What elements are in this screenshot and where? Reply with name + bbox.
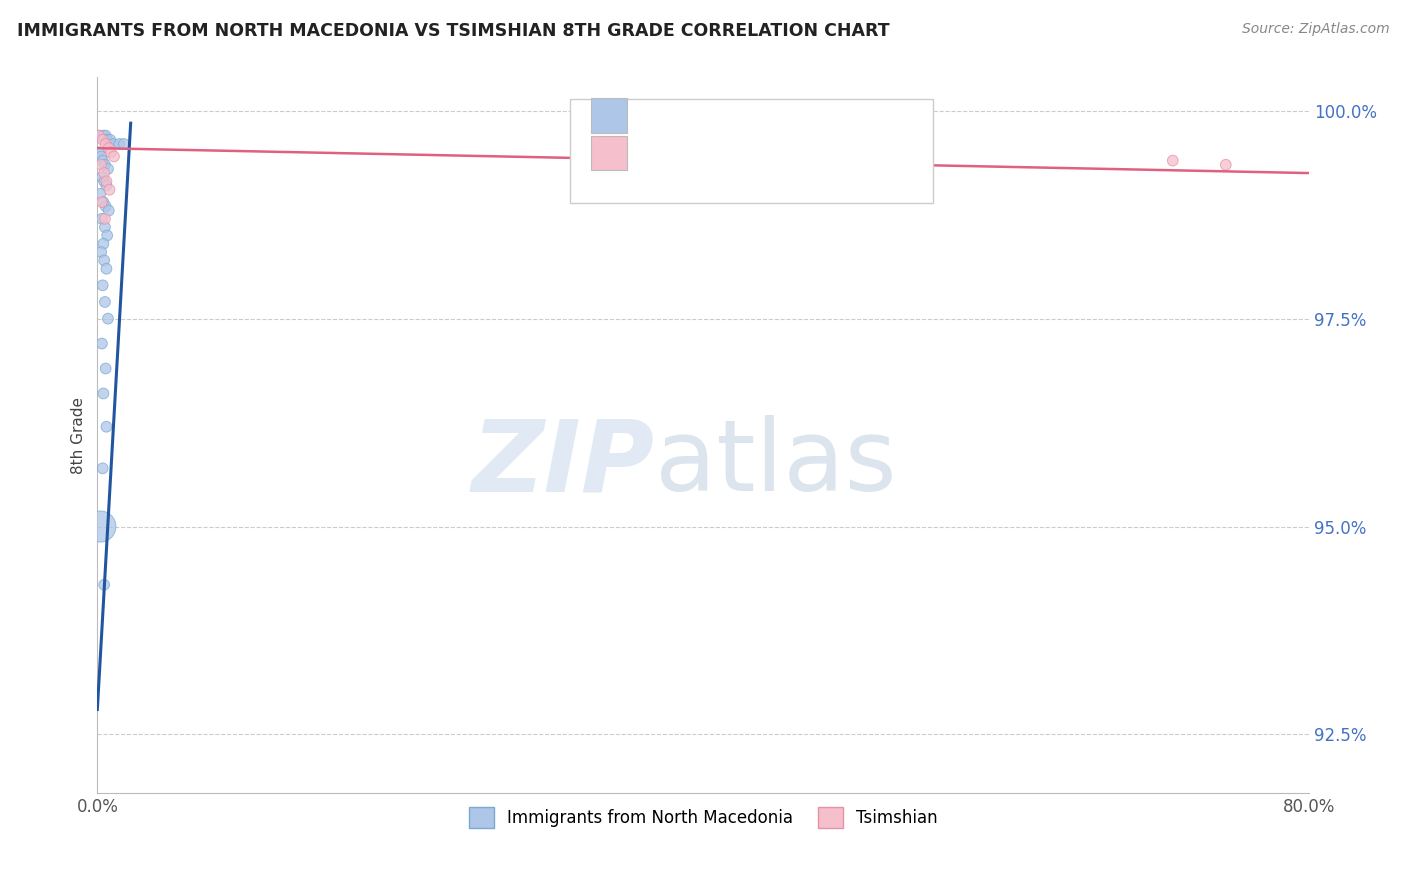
- Point: [91, 133, 114, 147]
- FancyBboxPatch shape: [591, 136, 627, 170]
- Point: [90, 336, 112, 351]
- Point: [94, 128, 117, 143]
- Point: [96, 419, 118, 434]
- Point: [100, 145, 122, 160]
- Point: [96, 133, 118, 147]
- Point: [87, 145, 110, 160]
- Point: [94, 361, 117, 376]
- Point: [94, 199, 117, 213]
- Text: atlas: atlas: [655, 415, 897, 512]
- Point: [93, 253, 115, 268]
- Point: [93, 236, 115, 251]
- Point: [1161, 153, 1184, 168]
- Point: [103, 136, 125, 151]
- Point: [93, 578, 115, 592]
- Text: R = -0.147   N = 14: R = -0.147 N = 14: [641, 145, 818, 162]
- Point: [93, 166, 115, 180]
- Point: [1215, 158, 1237, 172]
- Point: [108, 136, 131, 151]
- Point: [90, 245, 112, 260]
- Text: R =  0.391   N = 37: R = 0.391 N = 37: [641, 106, 818, 124]
- Point: [96, 174, 118, 188]
- Point: [89, 128, 111, 143]
- Point: [112, 136, 135, 151]
- FancyBboxPatch shape: [591, 98, 627, 133]
- Point: [90, 170, 112, 185]
- Text: Source: ZipAtlas.com: Source: ZipAtlas.com: [1241, 22, 1389, 37]
- Point: [90, 211, 112, 226]
- Point: [89, 519, 111, 533]
- Point: [91, 278, 114, 293]
- Y-axis label: 8th Grade: 8th Grade: [72, 397, 86, 474]
- FancyBboxPatch shape: [569, 99, 934, 202]
- Point: [93, 195, 115, 210]
- Point: [98, 183, 121, 197]
- Point: [94, 136, 117, 151]
- Point: [98, 133, 121, 147]
- Point: [90, 158, 112, 172]
- Point: [91, 153, 114, 168]
- Point: [94, 211, 117, 226]
- Point: [103, 149, 125, 163]
- Point: [94, 295, 117, 310]
- Point: [94, 158, 117, 172]
- Point: [94, 220, 117, 235]
- Point: [93, 174, 115, 188]
- Point: [97, 311, 120, 326]
- Point: [96, 261, 118, 276]
- Text: IMMIGRANTS FROM NORTH MACEDONIA VS TSIMSHIAN 8TH GRADE CORRELATION CHART: IMMIGRANTS FROM NORTH MACEDONIA VS TSIMS…: [17, 22, 890, 40]
- Point: [96, 228, 118, 243]
- Point: [97, 203, 120, 218]
- Point: [93, 386, 115, 401]
- Point: [91, 461, 114, 475]
- Point: [89, 186, 111, 201]
- Point: [90, 149, 112, 163]
- Point: [96, 178, 118, 193]
- Point: [97, 161, 120, 176]
- Point: [97, 141, 120, 155]
- Point: [87, 128, 110, 143]
- Legend: Immigrants from North Macedonia, Tsimshian: Immigrants from North Macedonia, Tsimshi…: [463, 801, 945, 834]
- Point: [90, 195, 112, 210]
- Point: [93, 128, 115, 143]
- Text: ZIP: ZIP: [472, 415, 655, 512]
